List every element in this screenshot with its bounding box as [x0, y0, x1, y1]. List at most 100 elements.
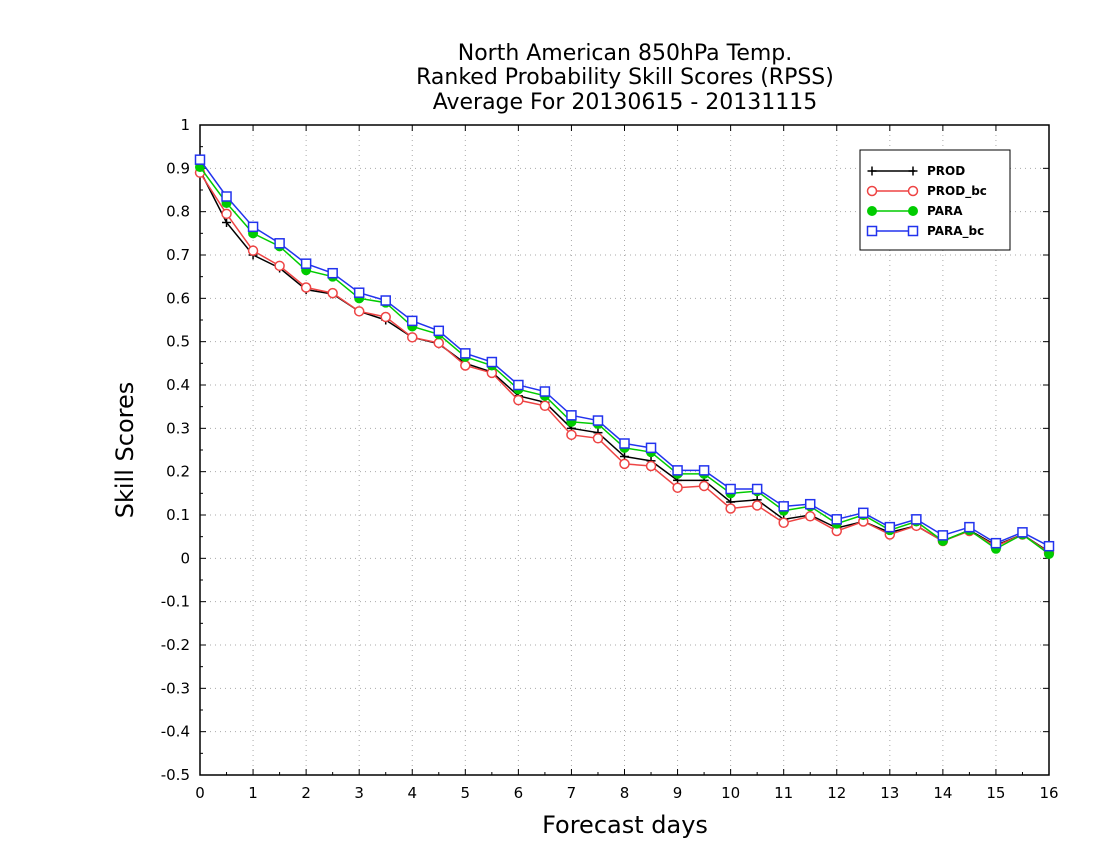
data-point-para-bc	[725, 483, 736, 495]
legend-item-para: PARA	[867, 204, 963, 218]
data-point-prod-bc	[725, 503, 736, 514]
x-tick-label: 4	[407, 784, 417, 802]
data-point-prod-bc	[460, 360, 471, 371]
data-point-prod-bc	[380, 311, 391, 323]
data-point-prod-bc	[274, 260, 285, 272]
data-point-prod-bc	[433, 337, 445, 349]
data-point-para-bc	[964, 521, 975, 533]
data-point-para-bc	[380, 295, 391, 306]
title-line-3: Average For 20130615 - 20131115	[433, 90, 818, 115]
y-tick-label: 0.2	[166, 463, 190, 481]
x-tick-label: 1	[248, 784, 258, 802]
data-point-para-bc	[566, 410, 577, 421]
data-point-para-bc	[300, 258, 312, 269]
data-point-para-bc	[1043, 540, 1055, 552]
y-tick-label: 1	[180, 116, 190, 134]
legend-marker	[866, 225, 878, 237]
chart-title: North American 850hPa Temp.Ranked Probab…	[416, 41, 834, 115]
y-tick-label: 0.5	[166, 333, 190, 351]
series-prod-bc	[194, 167, 1055, 558]
y-tick-label: 0.7	[166, 246, 190, 264]
data-point-prod-bc	[407, 332, 418, 343]
x-tick-label: 16	[1039, 784, 1058, 802]
y-tick-label: 0.9	[166, 159, 190, 177]
data-point-para-bc	[327, 267, 338, 279]
y-axis-label: Skill Scores	[111, 382, 139, 519]
x-tick-label: 6	[514, 784, 524, 802]
x-tick-label: 13	[880, 784, 899, 802]
legend-marker	[867, 166, 877, 176]
title-line-2: Ranked Probability Skill Scores (RPSS)	[416, 65, 834, 90]
data-point-para-bc	[884, 521, 896, 533]
y-tick-label: 0.4	[166, 376, 190, 394]
x-tick-label: 14	[933, 784, 952, 802]
x-tick-label: 12	[827, 784, 846, 802]
data-point-para-bc	[858, 507, 869, 519]
data-point-para-bc	[592, 415, 604, 426]
data-point-prod-bc	[353, 306, 365, 317]
y-tick-label: -0.1	[161, 593, 190, 611]
data-point-para-bc	[539, 386, 551, 397]
data-point-para-bc	[831, 514, 842, 525]
y-tick-label: -0.5	[161, 766, 190, 784]
x-tick-label: 9	[673, 784, 683, 802]
data-point-prod-bc	[778, 517, 789, 529]
data-point-para-bc	[486, 356, 498, 368]
legend-label: PARA	[927, 204, 963, 218]
x-tick-label: 2	[301, 784, 311, 802]
x-tick-label: 10	[721, 784, 740, 802]
x-tick-label: 15	[986, 784, 1005, 802]
data-point-para-bc	[513, 379, 524, 391]
data-point-prod	[222, 218, 232, 227]
y-tick-label: 0.1	[166, 506, 190, 524]
x-tick-label: 0	[195, 784, 205, 802]
data-point-prod-bc	[221, 208, 232, 220]
data-point-para-bc	[274, 238, 285, 249]
data-point-prod-bc	[804, 511, 816, 522]
data-point-para-bc	[407, 315, 418, 327]
data-point-para-bc	[433, 325, 445, 337]
data-point-para-bc	[698, 465, 710, 476]
data-point-prod-bc	[247, 245, 259, 256]
data-point-para-bc	[990, 537, 1002, 549]
x-axis: 0 1 2 3 4 5 6 7 8 9 10 11 12 13 14 15 16	[195, 125, 1059, 802]
legend-item-prod: PROD	[867, 164, 965, 178]
data-point-para-bc	[645, 442, 657, 454]
data-point-prod-bc	[566, 429, 577, 441]
data-point-prod-bc	[619, 458, 630, 470]
y-tick-label: 0.6	[166, 289, 190, 307]
data-point-para-bc	[778, 501, 789, 512]
data-point-prod-bc	[300, 282, 312, 293]
data-point-para-bc	[194, 154, 206, 165]
legend-marker	[907, 185, 919, 197]
legend-item-prod-bc: PROD_bc	[866, 184, 987, 199]
title-line-1: North American 850hPa Temp.	[458, 41, 793, 66]
x-tick-label: 5	[461, 784, 471, 802]
data-point-para-bc	[247, 221, 259, 233]
data-point-prod-bc	[327, 287, 338, 299]
x-axis-label: Forecast days	[542, 811, 708, 839]
legend: PROD PROD_bc PARA PARA_bc	[859, 149, 1011, 251]
legend-label: PROD_bc	[927, 184, 987, 199]
data-point-para-bc	[460, 348, 471, 359]
legend-marker	[908, 166, 918, 176]
y-tick-label: 0	[180, 549, 190, 567]
legend-marker	[908, 206, 918, 216]
data-point-para-bc	[353, 287, 365, 298]
data-point-prod-bc	[539, 400, 551, 412]
x-tick-label: 8	[620, 784, 630, 802]
x-tick-label: 11	[774, 784, 793, 802]
data-point-para-bc	[937, 530, 949, 541]
y-tick-label: -0.3	[161, 679, 190, 697]
legend-box	[859, 149, 1011, 251]
y-tick-label: -0.2	[161, 636, 190, 654]
data-point-prod-bc	[513, 394, 524, 406]
data-point-prod-bc	[751, 500, 763, 511]
y-tick-label: 0.8	[166, 203, 190, 221]
data-point-prod-bc	[592, 433, 604, 444]
y-tick-label: -0.4	[161, 723, 190, 741]
data-point-para-bc	[619, 438, 630, 449]
data-point-prod-bc	[672, 482, 683, 493]
data-point-para-bc	[221, 191, 232, 202]
